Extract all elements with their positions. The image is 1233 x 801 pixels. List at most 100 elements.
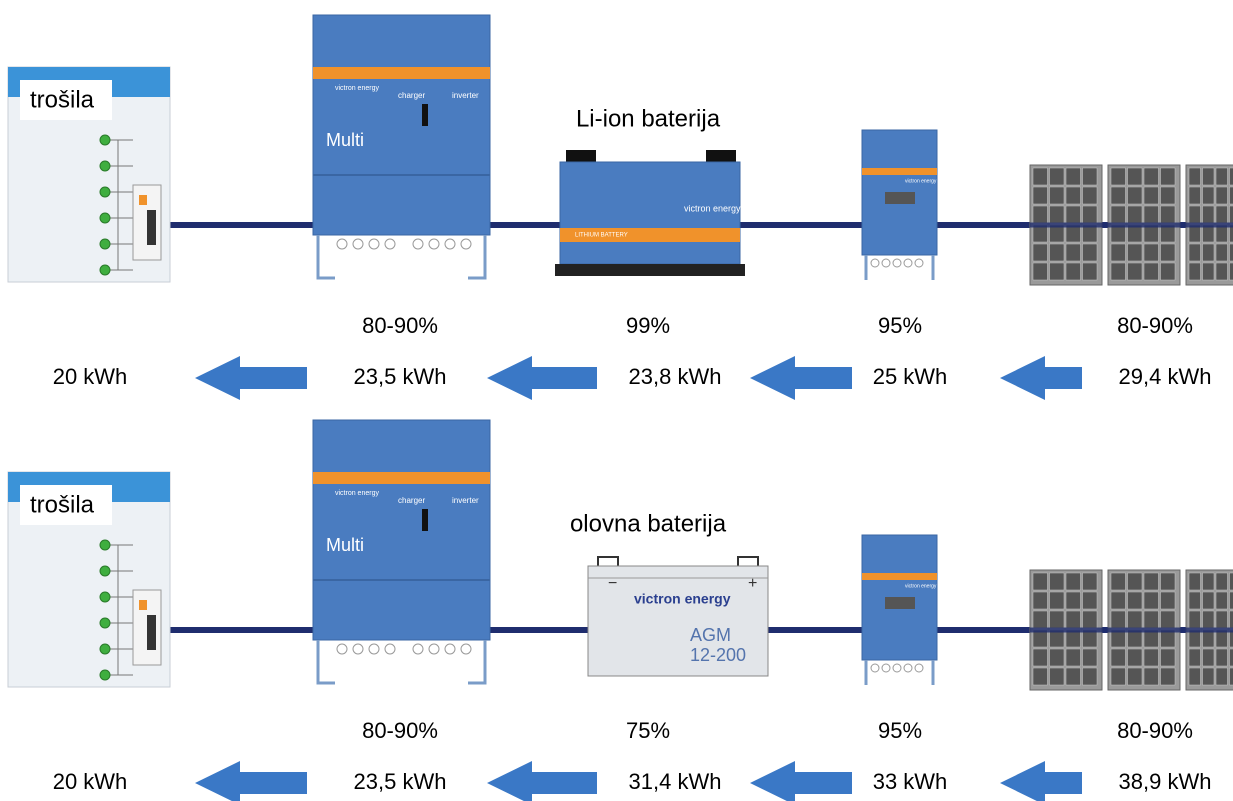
- energy: 25 kWh: [873, 364, 948, 389]
- solar-cell: [1143, 667, 1159, 686]
- solar-cell: [1160, 572, 1176, 591]
- solar-cell: [1188, 262, 1201, 281]
- inverter-inverter: inverter: [452, 496, 479, 505]
- inverter-terminal: [444, 643, 456, 655]
- solar-cell: [1229, 629, 1233, 648]
- solar-cell: [1215, 591, 1228, 610]
- solar-cell: [1143, 205, 1159, 224]
- inverter-brand: victron energy: [335, 85, 379, 92]
- controller-display: [885, 597, 915, 609]
- solar-cell: [1143, 167, 1159, 186]
- solar-cell: [1188, 572, 1201, 591]
- solar-cell: [1229, 186, 1233, 205]
- battery-base: [555, 264, 745, 276]
- solar-cell: [1160, 262, 1176, 281]
- solar-cell: [1110, 186, 1126, 205]
- solar-cell: [1188, 167, 1201, 186]
- energy: 29,4 kWh: [1119, 364, 1212, 389]
- flow-arrow: [487, 356, 597, 400]
- efficiency: 99%: [626, 313, 670, 338]
- solar-cell: [1127, 629, 1143, 648]
- flow-arrow: [195, 761, 307, 801]
- energy: 23,5 kWh: [354, 769, 447, 794]
- controller-stripe: [862, 573, 937, 580]
- solar-cell: [1049, 205, 1065, 224]
- solar-cell: [1229, 224, 1233, 243]
- solar-cell: [1202, 591, 1215, 610]
- solar-cell: [1110, 205, 1126, 224]
- solar-cell: [1127, 667, 1143, 686]
- solar-cell: [1049, 243, 1065, 262]
- controller-brand: victron energy: [905, 583, 937, 589]
- solar-cell: [1202, 262, 1215, 281]
- solar-cell: [1032, 572, 1048, 591]
- load-dot: [99, 539, 111, 551]
- battery-label: olovna baterija: [570, 510, 727, 537]
- flow-arrow: [1000, 761, 1082, 801]
- solar-cell: [1160, 667, 1176, 686]
- load-dot: [99, 565, 111, 577]
- solar-cell: [1082, 224, 1098, 243]
- solar-cell: [1049, 167, 1065, 186]
- inverter-inverter: inverter: [452, 91, 479, 100]
- solar-cell: [1160, 167, 1176, 186]
- solar-cell: [1188, 591, 1201, 610]
- solar-cell: [1202, 629, 1215, 648]
- inverter-charger: charger: [398, 496, 425, 505]
- solar-cell: [1127, 243, 1143, 262]
- energy: 20 kWh: [53, 769, 128, 794]
- battery-minus: −: [608, 575, 617, 592]
- solar-cell: [1110, 591, 1126, 610]
- efficiency: 80-90%: [362, 313, 438, 338]
- solar-cell: [1110, 262, 1126, 281]
- solar-cell: [1127, 262, 1143, 281]
- solar-cell: [1160, 629, 1176, 648]
- solar-cell: [1229, 648, 1233, 667]
- solar-cell: [1065, 167, 1081, 186]
- solar-cell: [1110, 629, 1126, 648]
- solar-cell: [1229, 205, 1233, 224]
- solar-cell: [1049, 262, 1065, 281]
- inverter-terminal: [368, 238, 380, 250]
- solar-cell: [1032, 629, 1048, 648]
- solar-cell: [1065, 262, 1081, 281]
- solar-cell: [1065, 648, 1081, 667]
- solar-cell: [1110, 667, 1126, 686]
- solar-cell: [1229, 591, 1233, 610]
- solar-cell: [1049, 629, 1065, 648]
- inverter-terminal: [460, 238, 472, 250]
- solar-cell: [1215, 667, 1228, 686]
- breaker-switch: [147, 210, 156, 245]
- solar-cell: [1082, 572, 1098, 591]
- solar-cell: [1160, 648, 1176, 667]
- controller-terminal: [870, 258, 880, 268]
- solar-cell: [1188, 205, 1201, 224]
- controller-brand: victron energy: [905, 178, 937, 184]
- flow-arrow: [750, 356, 852, 400]
- solar-cell: [1065, 610, 1081, 629]
- energy: 23,5 kWh: [354, 364, 447, 389]
- inverter-model: Multi: [326, 130, 364, 150]
- solar-cell: [1202, 648, 1215, 667]
- inverter-brand: victron energy: [335, 490, 379, 497]
- solar-cell: [1229, 243, 1233, 262]
- flow-arrow: [750, 761, 852, 801]
- solar-cell: [1143, 224, 1159, 243]
- load-dot: [99, 160, 111, 172]
- solar-cell: [1215, 186, 1228, 205]
- battery-body: [587, 565, 769, 677]
- inverter-stripe: [313, 472, 490, 484]
- controller-terminal: [903, 258, 913, 268]
- loads-label-box: [20, 485, 112, 525]
- solar-cell: [1082, 167, 1098, 186]
- solar-cell: [1082, 205, 1098, 224]
- efficiency: 95%: [878, 718, 922, 743]
- energy: 31,4 kWh: [629, 769, 722, 794]
- controller-terminal: [914, 663, 924, 673]
- battery-brand: victron energy: [684, 203, 741, 213]
- inverter-terminal: [368, 643, 380, 655]
- solar-cell: [1160, 224, 1176, 243]
- solar-cell: [1032, 186, 1048, 205]
- battery-model: AGM: [690, 625, 731, 645]
- controller-terminal: [903, 663, 913, 673]
